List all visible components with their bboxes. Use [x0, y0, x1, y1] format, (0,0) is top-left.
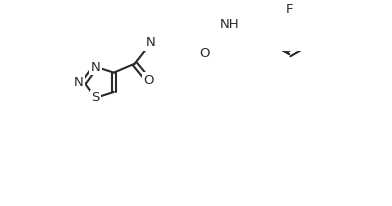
Text: S: S	[91, 91, 100, 104]
Text: O: O	[143, 74, 153, 87]
Text: N: N	[146, 36, 156, 49]
Text: N: N	[91, 61, 100, 74]
Text: O: O	[200, 48, 210, 61]
Text: F: F	[285, 3, 293, 16]
Text: N: N	[74, 76, 83, 89]
Text: NH: NH	[220, 18, 239, 31]
